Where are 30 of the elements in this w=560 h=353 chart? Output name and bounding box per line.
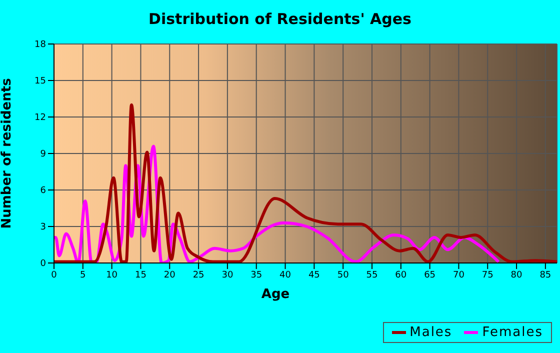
chart-title: Distribution of Residents' Ages <box>148 10 412 28</box>
x-tick-label: 25 <box>192 270 204 280</box>
x-tick-label: 35 <box>250 270 262 280</box>
x-tick-label: 15 <box>135 270 146 280</box>
x-tick-label: 5 <box>80 270 86 280</box>
x-tick-label: 0 <box>51 270 58 280</box>
legend-label: Females <box>481 325 543 340</box>
y-tick-label: 0 <box>40 259 46 270</box>
y-tick-label: 3 <box>40 222 46 233</box>
y-tick-label: 6 <box>40 186 46 196</box>
x-tick-label: 75 <box>482 270 494 280</box>
legend-label: Males <box>408 325 452 340</box>
x-tick-label: 85 <box>540 270 552 280</box>
x-tick-label: 45 <box>308 270 320 280</box>
y-tick-label: 12 <box>34 113 46 124</box>
y-axis-title: Number of residents <box>0 78 15 229</box>
x-tick-label: 55 <box>366 270 378 280</box>
x-tick-label: 60 <box>395 270 407 280</box>
x-tick-label: 65 <box>424 270 436 280</box>
x-axis-title: Age <box>261 287 290 302</box>
x-tick-label: 10 <box>106 270 118 280</box>
x-tick-label: 20 <box>164 270 176 280</box>
y-tick-label: 9 <box>40 150 46 160</box>
x-tick-label: 30 <box>222 270 234 280</box>
y-tick-label: 15 <box>34 76 46 87</box>
x-tick-label: 70 <box>452 270 465 280</box>
x-tick-label: 80 <box>510 270 523 280</box>
x-tick-label: 40 <box>280 270 292 280</box>
x-tick-label: 50 <box>337 270 350 280</box>
y-tick-label: 18 <box>34 40 46 50</box>
